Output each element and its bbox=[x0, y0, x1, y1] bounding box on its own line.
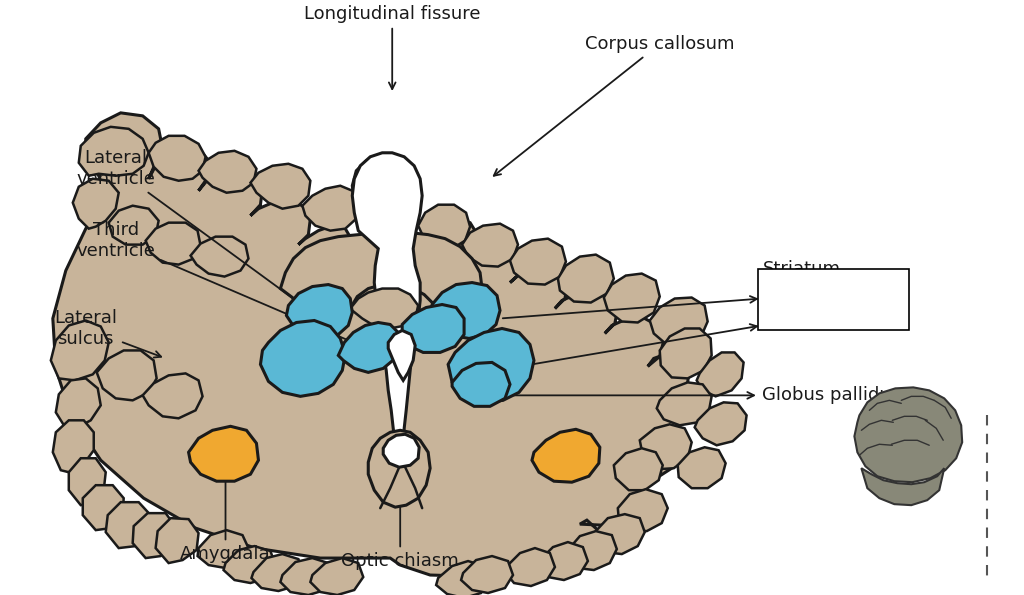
Polygon shape bbox=[198, 530, 249, 568]
Polygon shape bbox=[223, 546, 275, 583]
Polygon shape bbox=[56, 378, 100, 428]
Polygon shape bbox=[260, 321, 345, 396]
Polygon shape bbox=[510, 239, 566, 284]
Polygon shape bbox=[96, 350, 157, 400]
Text: Globus pallidus: Globus pallidus bbox=[508, 386, 900, 405]
Polygon shape bbox=[656, 383, 712, 425]
Polygon shape bbox=[352, 153, 422, 465]
Polygon shape bbox=[188, 426, 258, 481]
Polygon shape bbox=[156, 518, 199, 563]
Polygon shape bbox=[51, 321, 109, 380]
Polygon shape bbox=[287, 284, 352, 339]
Polygon shape bbox=[461, 556, 513, 593]
Polygon shape bbox=[854, 387, 963, 482]
Polygon shape bbox=[350, 289, 418, 328]
Text: Lateral
sulcus: Lateral sulcus bbox=[54, 309, 161, 358]
Polygon shape bbox=[613, 448, 663, 490]
Polygon shape bbox=[73, 178, 119, 228]
Text: Caudate: Caudate bbox=[764, 281, 840, 299]
Polygon shape bbox=[53, 113, 690, 578]
Polygon shape bbox=[418, 205, 470, 249]
Polygon shape bbox=[133, 513, 176, 558]
Polygon shape bbox=[449, 328, 534, 402]
Text: Third
ventricle: Third ventricle bbox=[76, 221, 391, 359]
Polygon shape bbox=[109, 206, 159, 245]
Polygon shape bbox=[142, 374, 203, 418]
Polygon shape bbox=[190, 237, 249, 277]
Polygon shape bbox=[436, 561, 489, 595]
Polygon shape bbox=[369, 430, 430, 507]
Polygon shape bbox=[659, 328, 712, 378]
Polygon shape bbox=[604, 274, 659, 322]
Polygon shape bbox=[199, 151, 256, 193]
Polygon shape bbox=[678, 447, 726, 488]
Text: Longitudinal fissure: Longitudinal fissure bbox=[304, 5, 480, 89]
Polygon shape bbox=[531, 430, 600, 482]
Polygon shape bbox=[594, 514, 645, 554]
Polygon shape bbox=[145, 223, 201, 265]
Polygon shape bbox=[388, 330, 415, 380]
Polygon shape bbox=[251, 164, 310, 209]
Polygon shape bbox=[148, 136, 206, 181]
Text: Optic chiasm: Optic chiasm bbox=[341, 463, 459, 570]
Polygon shape bbox=[558, 255, 613, 302]
Polygon shape bbox=[617, 489, 668, 531]
Polygon shape bbox=[650, 298, 708, 346]
Polygon shape bbox=[252, 554, 303, 591]
Polygon shape bbox=[696, 352, 743, 396]
Polygon shape bbox=[861, 468, 944, 505]
Polygon shape bbox=[383, 434, 419, 467]
Text: Lateral
ventricle: Lateral ventricle bbox=[76, 149, 308, 309]
Polygon shape bbox=[462, 224, 518, 267]
Polygon shape bbox=[79, 127, 148, 176]
Polygon shape bbox=[281, 558, 334, 595]
Polygon shape bbox=[453, 362, 510, 406]
Polygon shape bbox=[402, 305, 464, 352]
Text: Corpus callosum: Corpus callosum bbox=[494, 35, 734, 176]
Polygon shape bbox=[69, 458, 105, 505]
Polygon shape bbox=[302, 186, 358, 231]
Polygon shape bbox=[83, 485, 124, 530]
Polygon shape bbox=[105, 502, 151, 548]
Polygon shape bbox=[338, 322, 400, 372]
Text: Amygdala: Amygdala bbox=[180, 467, 270, 563]
Polygon shape bbox=[430, 283, 500, 339]
Polygon shape bbox=[640, 424, 691, 469]
Text: Striatum: Striatum bbox=[763, 259, 841, 278]
Polygon shape bbox=[538, 542, 588, 580]
Polygon shape bbox=[694, 402, 746, 445]
Polygon shape bbox=[281, 233, 482, 330]
Polygon shape bbox=[567, 531, 616, 570]
Polygon shape bbox=[53, 420, 94, 472]
Polygon shape bbox=[505, 548, 555, 586]
Text: Putamen: Putamen bbox=[764, 309, 844, 327]
FancyBboxPatch shape bbox=[758, 268, 909, 330]
Polygon shape bbox=[310, 558, 364, 595]
